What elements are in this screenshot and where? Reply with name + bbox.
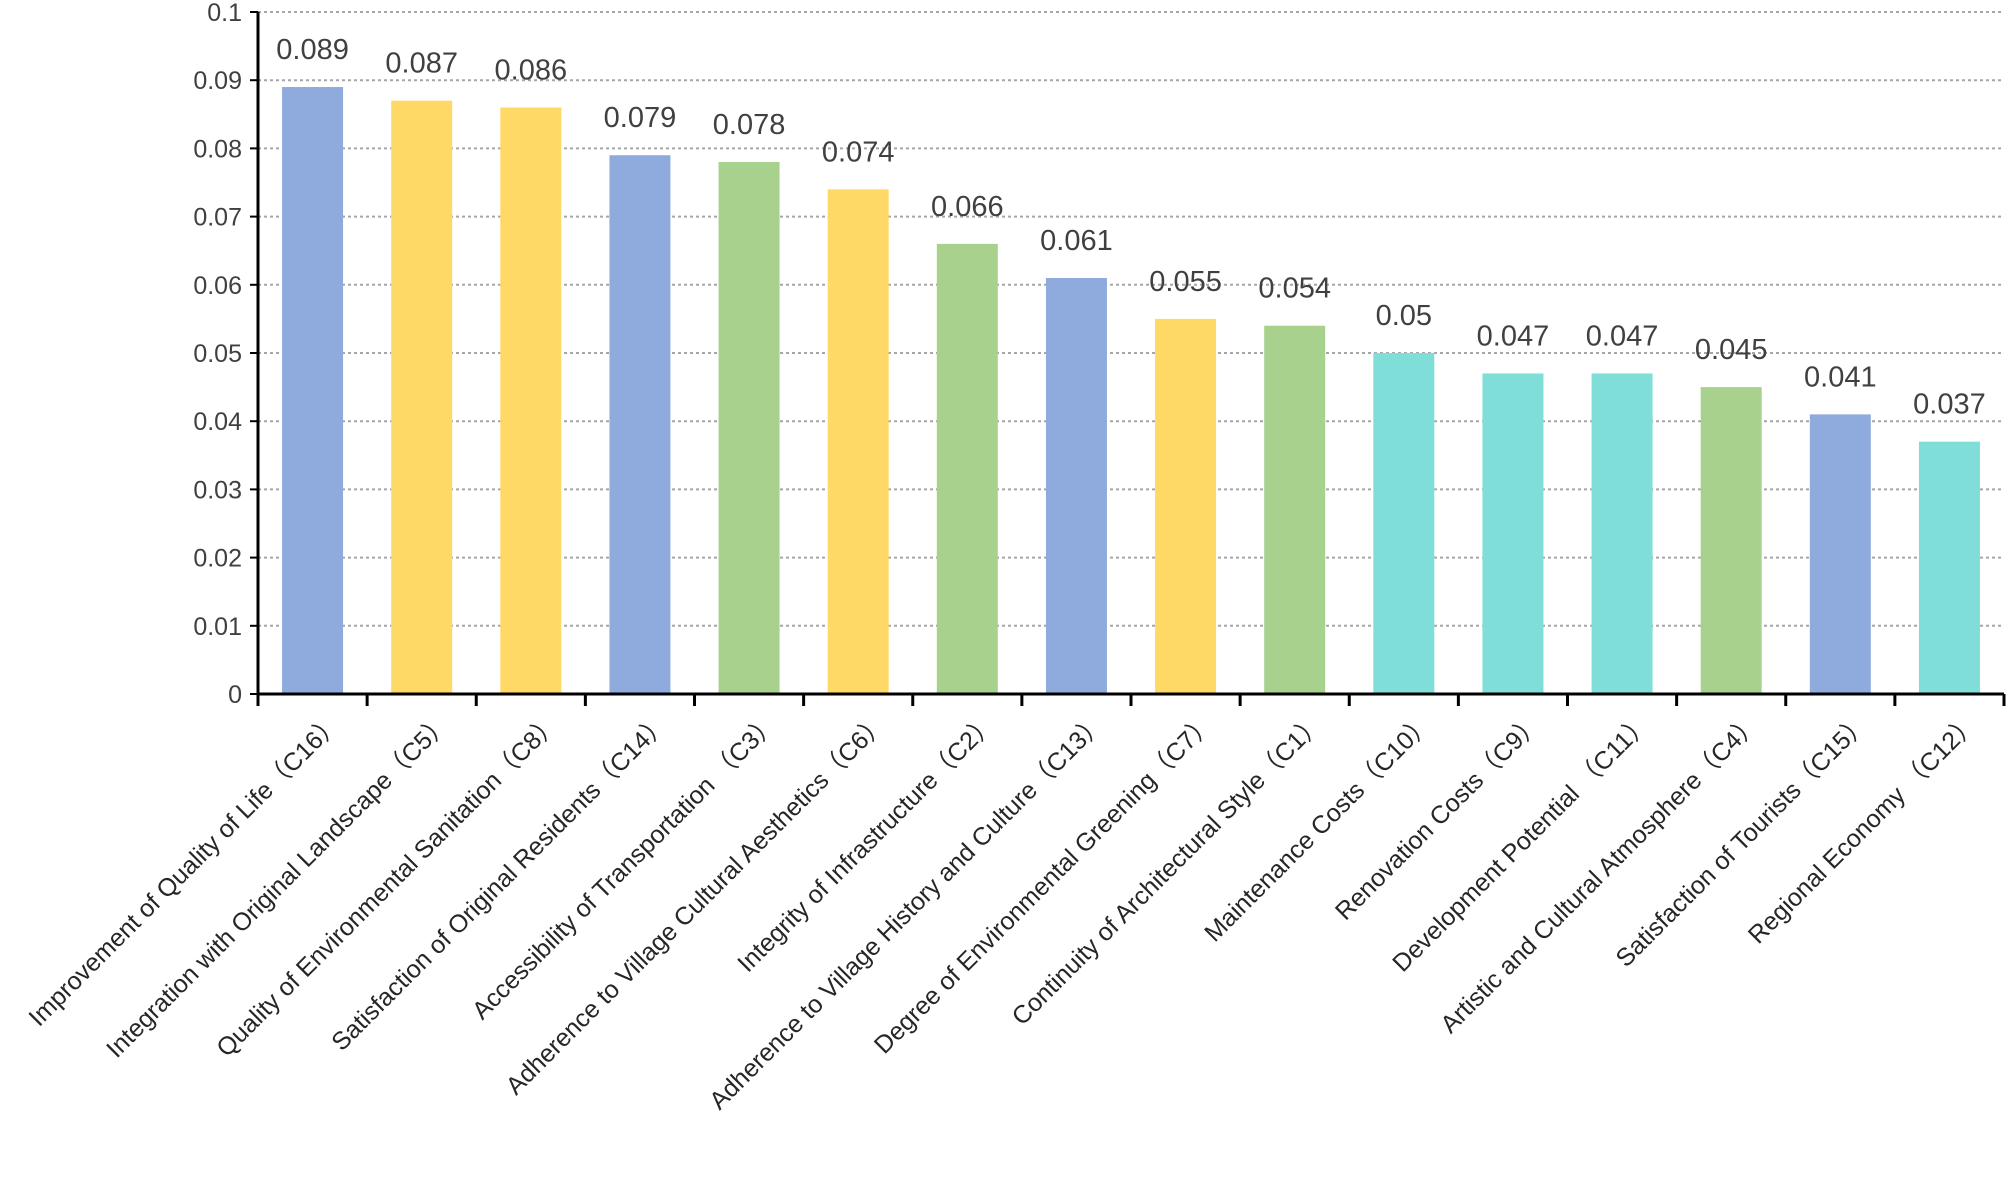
bar [1373, 353, 1435, 694]
category-label: Maintenance Costs（C10） [1199, 708, 1438, 947]
bar [1700, 387, 1762, 694]
category-labels: Improvement of Quality of Life（C16）Integ… [23, 708, 1983, 1115]
y-tick-label: 0 [228, 681, 242, 709]
data-label: 0.061 [1040, 225, 1113, 257]
category-label: Adherence to Village Cultural Aesthetics… [501, 708, 893, 1100]
data-label: 0.041 [1804, 361, 1877, 393]
data-label: 0.055 [1149, 266, 1222, 298]
bar [500, 107, 562, 695]
data-labels: 0.089 0.087 0.086 0.079 0.078 0.074 0.066 0.061… [276, 34, 1985, 421]
bar [1809, 414, 1871, 694]
category-label: Renovation Costs（C9） [1330, 708, 1547, 925]
y-tick-label: 0.08 [193, 135, 242, 163]
bar [1155, 318, 1217, 694]
bar [1918, 441, 1980, 694]
data-label: 0.045 [1695, 334, 1768, 366]
bar [391, 100, 453, 694]
data-label: 0.086 [495, 54, 568, 86]
y-tick-label: 0.04 [193, 408, 242, 436]
bar [609, 155, 671, 695]
x-axis-ticks [256, 694, 2006, 706]
y-axis-ticks: 0 0.01 0.02 0.03 0.04 0.05 0.06 0.07 0.08 0.09 0.1 [193, 0, 258, 709]
data-label: 0.047 [1586, 320, 1659, 352]
y-tick-label: 0.02 [193, 545, 242, 573]
data-label: 0.05 [1376, 300, 1432, 332]
category-label: Regional Economy （C12） [1743, 708, 1984, 949]
y-tick-label: 0.1 [207, 0, 242, 27]
y-tick-label: 0.03 [193, 476, 242, 504]
bar [936, 243, 998, 694]
data-label: 0.054 [1258, 273, 1331, 305]
y-tick-label: 0.09 [193, 67, 242, 95]
category-label: Adherence to Village History and Culture… [704, 708, 1111, 1115]
data-label: 0.078 [713, 109, 786, 141]
bar [1482, 373, 1544, 694]
data-label: 0.047 [1477, 320, 1550, 352]
data-label: 0.066 [931, 191, 1004, 223]
bar [1045, 277, 1107, 694]
bar [1264, 325, 1326, 694]
bar [1591, 373, 1653, 694]
data-label: 0.087 [385, 48, 458, 80]
y-tick-label: 0.01 [193, 613, 242, 641]
data-label: 0.089 [276, 34, 349, 66]
data-label: 0.079 [604, 102, 677, 134]
bar [282, 87, 344, 694]
data-label: 0.074 [822, 136, 895, 168]
y-tick-label: 0.05 [193, 340, 242, 368]
bar [718, 162, 780, 695]
y-tick-label: 0.07 [193, 204, 242, 232]
bar [827, 189, 889, 694]
y-tick-label: 0.06 [193, 272, 242, 300]
bars [282, 87, 1980, 695]
data-label: 0.037 [1913, 389, 1986, 421]
